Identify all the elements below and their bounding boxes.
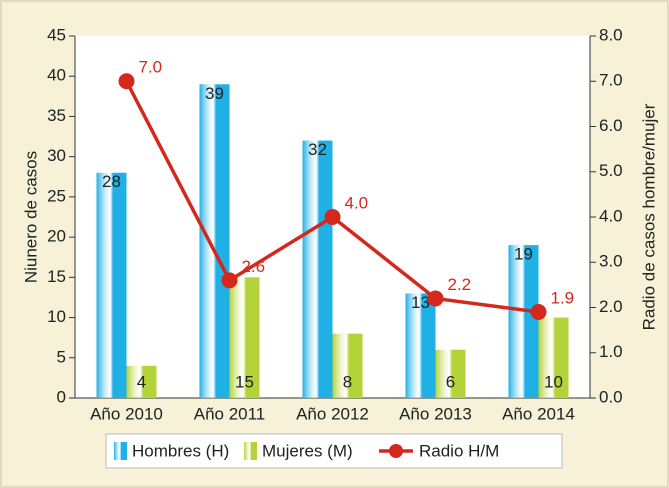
data-label: 1.9 xyxy=(551,289,575,308)
x-tick-label: Año 2013 xyxy=(399,404,472,423)
data-label: 28 xyxy=(102,172,121,191)
bar xyxy=(229,277,260,398)
data-label: 39 xyxy=(205,84,224,103)
y-tick-label: 10 xyxy=(47,307,66,326)
y2-tick-label: 2.0 xyxy=(599,297,623,316)
y-tick-label: 35 xyxy=(47,106,66,125)
data-label: 10 xyxy=(544,372,563,391)
bar xyxy=(126,365,157,398)
y-tick-label: 0 xyxy=(57,387,66,406)
y-axis-title: Niunero de casos xyxy=(21,151,40,283)
legend-label: Hombres (H) xyxy=(132,441,229,460)
y2-tick-label: 8.0 xyxy=(599,25,623,44)
bar xyxy=(405,293,436,398)
y2-tick-label: 4.0 xyxy=(599,206,623,225)
line-point xyxy=(221,272,238,289)
data-label: 13 xyxy=(411,293,430,312)
bar xyxy=(538,317,569,398)
y2-tick-label: 6.0 xyxy=(599,116,623,135)
bar xyxy=(508,245,539,398)
bar xyxy=(332,333,363,398)
bar xyxy=(96,172,127,398)
data-label: 6 xyxy=(446,372,455,391)
y-tick-label: 15 xyxy=(47,267,66,286)
data-label: 8 xyxy=(343,372,352,391)
data-label: 7.0 xyxy=(139,58,163,77)
y-tick-label: 30 xyxy=(47,146,66,165)
line-point xyxy=(324,209,341,225)
bar xyxy=(199,84,230,399)
y2-tick-label: 3.0 xyxy=(599,252,623,271)
legend-label: Mujeres (M) xyxy=(262,441,353,460)
y-tick-label: 45 xyxy=(47,25,66,44)
y2-tick-label: 7.0 xyxy=(599,71,623,90)
x-tick-label: Año 2010 xyxy=(90,404,163,423)
legend-box xyxy=(105,433,563,469)
y-tick-label: 40 xyxy=(47,66,66,85)
line-point xyxy=(530,304,547,321)
legend: Hombres (H) Mujeres (M) Radio H/M xyxy=(105,433,563,469)
y2-tick-label: 0.0 xyxy=(599,387,623,406)
data-label: 4 xyxy=(137,372,146,391)
y-tick-label: 5 xyxy=(57,347,66,366)
line-point xyxy=(118,73,135,90)
y2-tick-label: 1.0 xyxy=(599,342,623,361)
data-label: 2.6 xyxy=(242,257,266,276)
data-label: 2.2 xyxy=(448,275,472,294)
x-tick-label: Año 2014 xyxy=(502,404,575,423)
data-label: 32 xyxy=(308,140,327,159)
y2-axis-title: Radio de casos hombre/mujer xyxy=(639,103,658,330)
legend-label: Radio H/M xyxy=(419,441,499,460)
line-point xyxy=(427,290,444,307)
y-tick-label: 20 xyxy=(47,227,66,246)
data-label: 15 xyxy=(235,372,254,391)
data-label: 4.0 xyxy=(345,193,369,212)
legend-swatch xyxy=(114,442,127,460)
legend-swatch xyxy=(389,444,403,458)
y-tick-label: 25 xyxy=(47,186,66,205)
bar xyxy=(302,140,333,399)
data-label: 19 xyxy=(514,245,533,264)
bar xyxy=(435,349,466,398)
x-tick-label: Año 2011 xyxy=(194,404,266,423)
y2-tick-label: 5.0 xyxy=(599,161,623,180)
x-tick-label: Año 2012 xyxy=(296,404,369,423)
legend-swatch xyxy=(244,442,257,460)
